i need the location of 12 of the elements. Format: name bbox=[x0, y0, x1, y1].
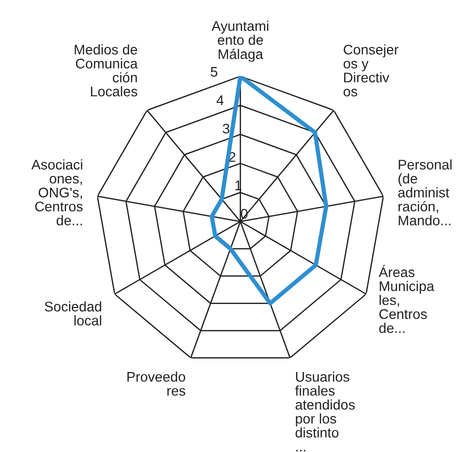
spoke-label: Usuarios finales atendidos por los distinto... bbox=[295, 372, 355, 452]
spoke-label: Personal (de administración, Mando... bbox=[398, 159, 452, 226]
spoke-label: Medios de Comunicación Locales bbox=[74, 44, 138, 96]
spoke-label: Asociaciones, ONG's, Centros de... bbox=[31, 159, 83, 226]
y-tick-label: 3 bbox=[222, 124, 230, 134]
spoke-label: Proveedores bbox=[127, 372, 186, 396]
spoke-label: Ayuntamiento de Málaga bbox=[212, 20, 268, 62]
y-tick-label: 4 bbox=[216, 95, 224, 105]
y-tick-label: 5 bbox=[210, 67, 218, 77]
spoke-label: Áreas Municipales, Centros de... bbox=[378, 264, 434, 333]
spoke-label: Consejeros y Directivos bbox=[344, 44, 398, 96]
spoke-label: Sociedad local bbox=[44, 301, 102, 326]
